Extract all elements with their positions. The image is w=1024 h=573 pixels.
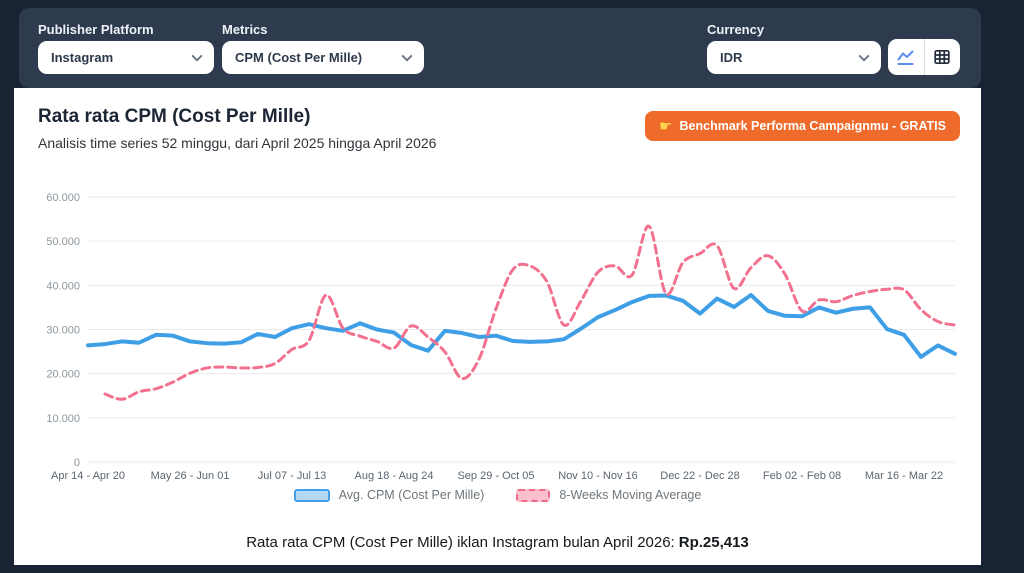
chart-summary-text: Rata rata CPM (Cost Per Mille) iklan Ins… <box>14 534 981 551</box>
y-axis-label: 0 <box>74 457 80 469</box>
chevron-down-icon <box>401 50 413 62</box>
legend-label-avg-cpm: Avg. CPM (Cost Per Mille) <box>338 488 485 502</box>
pointing-hand-icon: ☛ <box>659 118 673 135</box>
chevron-down-icon <box>191 50 203 62</box>
chart-view-button[interactable] <box>888 39 924 75</box>
y-axis-label: 60.000 <box>46 192 80 204</box>
x-axis-label: Mar 16 - Mar 22 <box>865 470 943 482</box>
page-subtitle: Analisis time series 52 minggu, dari Apr… <box>38 135 437 151</box>
x-axis-label: Nov 10 - Nov 16 <box>558 470 637 482</box>
summary-prefix: Rata rata CPM (Cost Per Mille) iklan Ins… <box>246 534 675 551</box>
y-axis-label: 20.000 <box>46 369 80 381</box>
series-line-avg-cpm <box>86 293 957 359</box>
y-axis-label: 10.000 <box>46 413 80 425</box>
line-chart-icon <box>897 50 914 65</box>
table-view-button[interactable] <box>923 39 961 75</box>
x-axis-label: Feb 02 - Feb 08 <box>763 470 841 482</box>
publisher-platform-label: Publisher Platform <box>38 22 154 37</box>
x-axis-label: Sep 29 - Oct 05 <box>457 470 534 482</box>
table-icon <box>934 49 950 65</box>
metrics-label: Metrics <box>222 22 268 37</box>
legend-label-moving-average: 8-Weeks Moving Average <box>559 488 702 502</box>
view-toggle <box>888 39 960 75</box>
summary-value: Rp.25,413 <box>678 534 749 551</box>
series-line-moving-average <box>103 224 957 401</box>
cpm-report-card: Rata rata CPM (Cost Per Mille) Analisis … <box>14 88 981 565</box>
currency-select[interactable]: IDR <box>707 41 881 74</box>
legend-swatch-moving-average <box>516 488 551 502</box>
x-axis-label: Jul 07 - Jul 13 <box>258 470 326 482</box>
currency-label: Currency <box>707 22 765 37</box>
legend-swatch-avg-cpm <box>293 488 330 502</box>
y-axis-label: 50.000 <box>46 236 80 248</box>
x-axis-label: Aug 18 - Aug 24 <box>355 470 434 482</box>
benchmark-cta-button[interactable]: ☛ Benchmark Performa Campaignmu - GRATIS <box>645 111 960 141</box>
chevron-down-icon <box>858 50 870 62</box>
page-title: Rata rata CPM (Cost Per Mille) <box>38 106 311 127</box>
x-axis-label: Apr 14 - Apr 20 <box>51 470 125 482</box>
chart-canvas: 0 10.000 20.000 30.000 40.000 50.000 60.000 Apr… <box>46 192 957 482</box>
chart-legend: Avg. CPM (Cost Per Mille) 8-Weeks Moving… <box>14 488 981 502</box>
y-axis-label: 30.000 <box>46 325 80 337</box>
publisher-platform-select[interactable]: Instagram <box>38 41 214 74</box>
publisher-platform-value: Instagram <box>51 50 114 65</box>
x-axis-label: Dec 22 - Dec 28 <box>660 470 739 482</box>
metrics-value: CPM (Cost Per Mille) <box>235 50 363 65</box>
metrics-select[interactable]: CPM (Cost Per Mille) <box>222 41 424 74</box>
benchmark-cta-label: Benchmark Performa Campaignmu - GRATIS <box>679 119 947 133</box>
y-axis-label: 40.000 <box>46 280 80 292</box>
filter-bar: Publisher Platform Instagram Metrics CPM… <box>19 8 981 88</box>
x-axis-label: May 26 - Jun 01 <box>151 470 230 482</box>
currency-value: IDR <box>720 50 743 65</box>
cpm-time-series-chart[interactable]: 0 10.000 20.000 30.000 40.000 50.000 60.000 Apr… <box>30 184 980 484</box>
